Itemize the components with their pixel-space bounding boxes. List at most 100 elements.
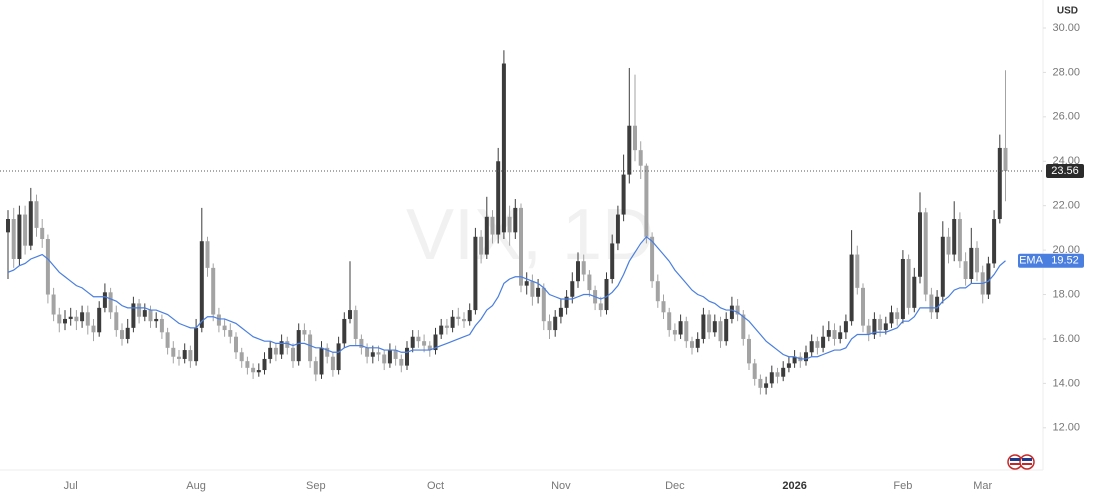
candle-body bbox=[102, 292, 107, 308]
candle-body bbox=[467, 310, 472, 322]
candle-body bbox=[319, 347, 324, 375]
flag-icon bbox=[1007, 454, 1035, 470]
candle-body bbox=[775, 372, 780, 377]
candle-body bbox=[952, 219, 957, 255]
candle-body bbox=[707, 314, 712, 333]
candle-body bbox=[633, 125, 637, 151]
candle-body bbox=[205, 241, 210, 268]
candle-body bbox=[513, 207, 518, 233]
currency: USD bbox=[1057, 6, 1078, 17]
candle-body bbox=[256, 370, 261, 373]
candle-body bbox=[581, 261, 586, 275]
candle-body bbox=[165, 332, 170, 348]
candle-body bbox=[6, 219, 10, 233]
y-tick-label: 18.00 bbox=[1052, 288, 1080, 300]
candle-body bbox=[291, 347, 295, 362]
candle-body bbox=[935, 296, 940, 313]
candle-body bbox=[923, 212, 928, 295]
candle-body bbox=[336, 343, 341, 371]
candle-body bbox=[296, 330, 301, 362]
candle-body bbox=[718, 321, 723, 342]
candle-body bbox=[370, 352, 375, 357]
candle-body bbox=[610, 243, 615, 279]
candle-body bbox=[872, 318, 877, 335]
candle-body bbox=[348, 310, 352, 319]
candle-body bbox=[131, 303, 136, 328]
candle-body bbox=[23, 214, 28, 246]
candle-body bbox=[393, 350, 398, 359]
y-tick-label: 22.00 bbox=[1052, 200, 1080, 212]
candle-body bbox=[433, 334, 438, 351]
candle-body bbox=[85, 312, 90, 326]
candle-body bbox=[125, 327, 130, 339]
candle-body bbox=[530, 281, 535, 297]
candle-body bbox=[262, 358, 267, 371]
candle-body bbox=[222, 325, 227, 331]
candle-body bbox=[279, 341, 284, 355]
candle-body bbox=[342, 318, 347, 344]
candle-body bbox=[946, 236, 951, 255]
x-tick-label: Feb bbox=[893, 480, 912, 492]
candle-body bbox=[91, 325, 96, 333]
candle-body bbox=[507, 216, 512, 233]
candle-body bbox=[490, 216, 495, 235]
candle-body bbox=[752, 363, 757, 379]
candle-body bbox=[781, 367, 786, 377]
candle-body bbox=[883, 323, 888, 331]
candle-body bbox=[992, 219, 997, 264]
candle-body bbox=[672, 330, 677, 335]
candle-body bbox=[137, 303, 142, 317]
candle-body bbox=[325, 347, 330, 357]
candle-body bbox=[650, 236, 655, 282]
candle-body bbox=[792, 356, 797, 364]
candle-body bbox=[729, 305, 734, 319]
candle-body bbox=[17, 214, 22, 259]
candle-body bbox=[285, 341, 290, 348]
candle-body bbox=[194, 327, 199, 362]
candle-body bbox=[655, 281, 660, 302]
candle-body bbox=[273, 347, 278, 355]
candle-body bbox=[142, 310, 147, 317]
candle-body bbox=[598, 303, 603, 311]
candle-body bbox=[815, 341, 820, 348]
candle-body bbox=[764, 383, 769, 388]
candle-body bbox=[570, 281, 575, 297]
candle-body bbox=[615, 214, 620, 244]
candle-body bbox=[501, 63, 506, 233]
candle-body bbox=[957, 219, 962, 262]
candle-body bbox=[120, 330, 124, 339]
candle-body bbox=[313, 361, 318, 375]
candle-body bbox=[462, 318, 466, 322]
candle-body bbox=[558, 307, 563, 317]
candle-body bbox=[188, 350, 193, 362]
candle-body bbox=[576, 261, 580, 282]
candle-body bbox=[239, 352, 244, 362]
candle-body bbox=[786, 363, 791, 368]
x-tick-label: Aug bbox=[186, 480, 206, 492]
candle-body bbox=[216, 314, 221, 326]
candle-body bbox=[986, 263, 991, 295]
candle-body bbox=[587, 274, 592, 291]
candle-body bbox=[234, 336, 238, 353]
candle-body bbox=[627, 125, 632, 175]
candle-body bbox=[376, 352, 381, 355]
candle-body bbox=[353, 310, 358, 339]
candle-body bbox=[895, 312, 900, 319]
candle-body bbox=[63, 318, 67, 324]
candle-body bbox=[564, 296, 569, 308]
x-tick-label: 2026 bbox=[782, 480, 806, 492]
candle-body bbox=[114, 312, 119, 331]
candle-body bbox=[929, 294, 934, 313]
candle-body bbox=[34, 201, 39, 228]
candle-body bbox=[735, 305, 740, 315]
candle-body bbox=[416, 336, 421, 342]
candle-body bbox=[80, 312, 85, 322]
candle-body bbox=[541, 287, 546, 322]
candle-body bbox=[439, 325, 444, 335]
candle-body bbox=[40, 227, 45, 239]
ema-value-label: 19.52 bbox=[1051, 255, 1079, 267]
candle-body bbox=[758, 378, 763, 388]
candle-body bbox=[644, 165, 649, 237]
candle-body bbox=[382, 354, 387, 364]
